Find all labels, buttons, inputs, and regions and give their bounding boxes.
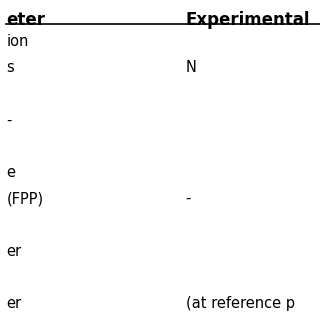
Text: s: s	[6, 60, 14, 75]
Text: er: er	[6, 244, 21, 259]
Text: e: e	[6, 165, 15, 180]
Text: (FPP): (FPP)	[6, 191, 44, 206]
Text: -: -	[6, 112, 12, 127]
Text: (at reference p: (at reference p	[186, 296, 295, 311]
Text: er: er	[6, 296, 21, 311]
Text: Experimental: Experimental	[186, 11, 310, 29]
Text: -: -	[186, 191, 191, 206]
Text: ion: ion	[6, 34, 29, 49]
Text: eter: eter	[6, 11, 45, 29]
Text: N: N	[186, 60, 196, 75]
